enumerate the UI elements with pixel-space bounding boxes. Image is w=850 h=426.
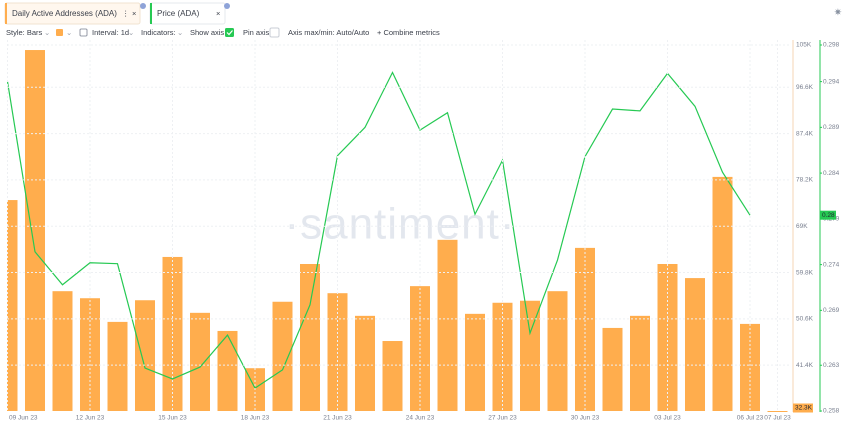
settings-dot[interactable] <box>140 3 146 9</box>
interval-icon <box>79 28 88 37</box>
bar <box>602 327 623 411</box>
x-tick-label: 21 Jun 23 <box>323 415 352 422</box>
bar <box>135 300 155 411</box>
value-label: 0.28 <box>822 212 835 219</box>
bar <box>547 291 568 411</box>
y-tick-label: 50.6K <box>796 316 814 323</box>
x-tick-label: 24 Jun 23 <box>406 415 435 422</box>
x-tick-label: 18 Jun 23 <box>241 415 270 422</box>
show-axis-label: Show axis <box>190 28 224 37</box>
x-tick-label: 09 Jun 23 <box>9 415 38 422</box>
style-control[interactable]: Style: Bars <box>6 28 43 37</box>
y2-tick-label: 0.269 <box>823 307 840 314</box>
pin-axis-checkbox[interactable] <box>269 27 280 38</box>
y-tick-label: 78.2K <box>796 177 814 184</box>
bar <box>190 312 210 411</box>
bar <box>355 315 375 411</box>
pin-axis-label: Pin axis <box>243 28 270 37</box>
y2-tick-label: 0.289 <box>823 124 840 131</box>
tab-close-icon[interactable]: × <box>132 9 136 18</box>
bar <box>80 298 100 411</box>
y-tick-label: 105K <box>796 42 812 49</box>
y-tick-label: 69K <box>796 223 808 230</box>
tab-label: Daily Active Addresses (ADA) <box>12 9 117 18</box>
dropdown-arrow: ⌄ <box>44 28 50 37</box>
bar <box>465 313 485 411</box>
settings-dot[interactable] <box>224 3 230 9</box>
x-tick-label: 07 Jul 23 <box>764 415 791 422</box>
interval-control[interactable]: Interval: 1d <box>92 28 129 37</box>
y2-tick-label: 0.294 <box>823 78 840 85</box>
bar <box>300 263 320 411</box>
y2-tick-label: 0.274 <box>823 261 840 268</box>
y-tick-label: 96.6K <box>796 84 814 91</box>
bar <box>272 301 293 411</box>
dropdown-arrow: ⌄ <box>177 28 183 37</box>
tab-color <box>5 3 7 24</box>
bar <box>712 176 733 411</box>
show-axis-checkbox[interactable] <box>225 28 234 37</box>
x-tick-label: 30 Jun 23 <box>571 415 600 422</box>
tab-menu-icon[interactable]: ⋮ <box>122 9 130 18</box>
price-line <box>7 71 751 389</box>
bar <box>217 330 238 411</box>
y-tick-label: 59.8K <box>796 269 814 276</box>
x-tick-label: 03 Jul 23 <box>654 415 681 422</box>
y-tick-label: 87.4K <box>796 130 814 137</box>
axis-minmax-control[interactable]: Axis max/min: Auto/Auto <box>288 28 369 37</box>
bar <box>740 323 760 411</box>
bar <box>382 341 403 411</box>
bar <box>107 321 128 411</box>
bar <box>630 315 650 411</box>
indicators-control[interactable]: Indicators: <box>141 28 176 37</box>
y2-tick-label: 0.298 <box>823 42 840 49</box>
bar <box>685 278 705 411</box>
checkmark <box>226 30 233 36</box>
bar <box>25 50 45 411</box>
tab-label: Price (ADA) <box>157 9 200 18</box>
theme-icon[interactable]: ✷ <box>834 8 842 19</box>
x-tick-label: 27 Jun 23 <box>488 415 517 422</box>
bar <box>52 291 73 411</box>
y2-tick-label: 0.263 <box>823 362 840 369</box>
watermark: ·santiment· <box>284 200 515 249</box>
x-tick-label: 15 Jun 23 <box>158 415 187 422</box>
y2-tick-label: 0.258 <box>823 408 840 415</box>
dropdown-arrow: ⌄ <box>128 28 134 37</box>
bar <box>7 200 18 411</box>
dropdown-arrow: ⌄ <box>66 28 72 37</box>
bar <box>767 411 788 412</box>
x-tick-label: 12 Jun 23 <box>76 415 105 422</box>
color-swatch[interactable] <box>56 29 63 36</box>
y-tick-label: 41.4K <box>796 362 814 369</box>
y2-tick-label: 0.284 <box>823 170 840 177</box>
combine-metrics-button[interactable]: + Combine metrics <box>377 28 440 37</box>
tab-close-icon[interactable]: × <box>216 9 220 18</box>
value-label-bg <box>820 210 836 220</box>
value-label: 32.3K <box>795 405 813 412</box>
tab-color <box>150 3 152 24</box>
bar <box>520 300 540 411</box>
bar <box>437 239 458 411</box>
value-label-bg <box>793 403 813 413</box>
x-tick-label: 06 Jul 23 <box>737 415 764 422</box>
